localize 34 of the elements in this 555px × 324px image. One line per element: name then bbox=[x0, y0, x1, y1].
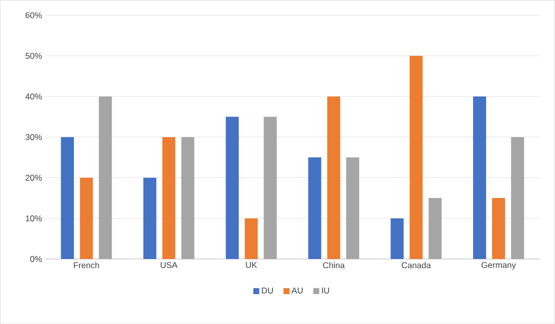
bar bbox=[346, 157, 360, 259]
legend-label: IU bbox=[322, 287, 330, 294]
bar bbox=[60, 137, 74, 259]
bar bbox=[410, 56, 423, 259]
x-tick-label: China bbox=[323, 262, 345, 268]
x-tick-label: USA bbox=[160, 262, 178, 268]
bar bbox=[308, 157, 322, 259]
legend-label: AU bbox=[292, 287, 303, 294]
y-tick-label: 60% bbox=[26, 12, 42, 18]
bar bbox=[390, 218, 404, 259]
y-tick-label: 30% bbox=[26, 134, 42, 140]
bar bbox=[244, 218, 258, 259]
bar bbox=[181, 137, 194, 259]
x-tick-label: French bbox=[74, 262, 100, 268]
bar bbox=[428, 198, 442, 259]
bar bbox=[162, 137, 176, 259]
legend-label: DU bbox=[262, 287, 273, 294]
x-tick-label: Canada bbox=[402, 262, 431, 268]
y-tick-label: 40% bbox=[25, 93, 42, 100]
bar bbox=[143, 178, 156, 259]
bar bbox=[264, 116, 277, 259]
y-tick-label: 50% bbox=[26, 52, 42, 59]
bar bbox=[80, 178, 93, 259]
bar bbox=[226, 116, 239, 259]
y-tick-label: 20% bbox=[26, 174, 42, 181]
x-tick-label: UK bbox=[246, 262, 258, 268]
bar bbox=[492, 198, 506, 259]
bar bbox=[98, 96, 112, 259]
y-tick-label: 10% bbox=[26, 215, 42, 222]
x-tick-label: Germany bbox=[482, 262, 516, 270]
bar bbox=[327, 96, 340, 259]
y-tick-label: 0% bbox=[30, 256, 42, 262]
bar bbox=[511, 137, 524, 259]
bar bbox=[473, 96, 486, 259]
